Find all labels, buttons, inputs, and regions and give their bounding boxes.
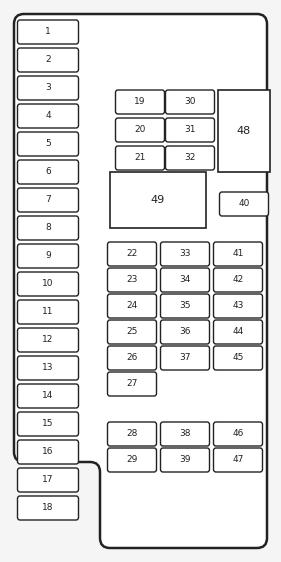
FancyBboxPatch shape [17, 300, 78, 324]
FancyBboxPatch shape [214, 448, 262, 472]
FancyBboxPatch shape [17, 468, 78, 492]
Text: 10: 10 [42, 279, 54, 288]
FancyBboxPatch shape [214, 346, 262, 370]
Text: 41: 41 [232, 250, 244, 259]
Text: 44: 44 [232, 328, 244, 337]
PathPatch shape [14, 14, 267, 548]
Text: 27: 27 [126, 379, 138, 388]
Text: 18: 18 [42, 504, 54, 513]
Text: 35: 35 [179, 301, 191, 310]
Text: 17: 17 [42, 475, 54, 484]
Text: 9: 9 [45, 252, 51, 261]
FancyBboxPatch shape [214, 294, 262, 318]
FancyBboxPatch shape [166, 146, 214, 170]
FancyBboxPatch shape [115, 90, 164, 114]
Text: 7: 7 [45, 196, 51, 205]
FancyBboxPatch shape [17, 412, 78, 436]
FancyBboxPatch shape [160, 422, 210, 446]
Text: 43: 43 [232, 301, 244, 310]
FancyBboxPatch shape [160, 346, 210, 370]
FancyBboxPatch shape [160, 320, 210, 344]
Text: 3: 3 [45, 84, 51, 93]
FancyBboxPatch shape [108, 320, 157, 344]
FancyBboxPatch shape [17, 20, 78, 44]
FancyBboxPatch shape [160, 242, 210, 266]
FancyBboxPatch shape [108, 422, 157, 446]
FancyBboxPatch shape [108, 294, 157, 318]
FancyBboxPatch shape [115, 118, 164, 142]
Text: 30: 30 [184, 97, 196, 107]
FancyBboxPatch shape [108, 242, 157, 266]
FancyBboxPatch shape [219, 192, 269, 216]
Text: 2: 2 [45, 56, 51, 65]
Text: 28: 28 [126, 429, 138, 438]
FancyBboxPatch shape [17, 216, 78, 240]
FancyBboxPatch shape [17, 384, 78, 408]
Text: 11: 11 [42, 307, 54, 316]
Text: 20: 20 [134, 125, 146, 134]
FancyBboxPatch shape [214, 422, 262, 446]
FancyBboxPatch shape [17, 48, 78, 72]
FancyBboxPatch shape [160, 448, 210, 472]
Text: 1: 1 [45, 28, 51, 37]
Text: 24: 24 [126, 301, 138, 310]
FancyBboxPatch shape [166, 118, 214, 142]
Bar [218, 90, 270, 172]
Text: 25: 25 [126, 328, 138, 337]
FancyBboxPatch shape [160, 268, 210, 292]
Text: 29: 29 [126, 455, 138, 465]
Text: 14: 14 [42, 392, 54, 401]
Bar [110, 172, 206, 228]
FancyBboxPatch shape [17, 356, 78, 380]
Text: 38: 38 [179, 429, 191, 438]
Text: 31: 31 [184, 125, 196, 134]
Text: 48: 48 [237, 126, 251, 136]
Text: 37: 37 [179, 353, 191, 362]
Text: 46: 46 [232, 429, 244, 438]
Text: 49: 49 [151, 195, 165, 205]
FancyBboxPatch shape [108, 372, 157, 396]
Text: 40: 40 [238, 200, 250, 209]
FancyBboxPatch shape [214, 242, 262, 266]
Text: 21: 21 [134, 153, 146, 162]
FancyBboxPatch shape [108, 346, 157, 370]
Text: 4: 4 [45, 111, 51, 120]
Text: 8: 8 [45, 224, 51, 233]
Text: 34: 34 [179, 275, 191, 284]
Text: 16: 16 [42, 447, 54, 456]
Text: 22: 22 [126, 250, 138, 259]
FancyBboxPatch shape [166, 90, 214, 114]
Text: 26: 26 [126, 353, 138, 362]
FancyBboxPatch shape [17, 104, 78, 128]
Text: 36: 36 [179, 328, 191, 337]
FancyBboxPatch shape [17, 76, 78, 100]
Text: 32: 32 [184, 153, 196, 162]
FancyBboxPatch shape [17, 244, 78, 268]
FancyBboxPatch shape [17, 440, 78, 464]
Text: 47: 47 [232, 455, 244, 465]
FancyBboxPatch shape [17, 132, 78, 156]
FancyBboxPatch shape [115, 146, 164, 170]
Text: 23: 23 [126, 275, 138, 284]
FancyBboxPatch shape [160, 294, 210, 318]
FancyBboxPatch shape [17, 272, 78, 296]
Text: 45: 45 [232, 353, 244, 362]
FancyBboxPatch shape [214, 320, 262, 344]
Text: 12: 12 [42, 336, 54, 345]
Text: 33: 33 [179, 250, 191, 259]
Text: 5: 5 [45, 139, 51, 148]
FancyBboxPatch shape [214, 268, 262, 292]
Text: 39: 39 [179, 455, 191, 465]
Text: 15: 15 [42, 419, 54, 428]
Text: 6: 6 [45, 167, 51, 176]
Text: 13: 13 [42, 364, 54, 373]
Text: 42: 42 [232, 275, 244, 284]
FancyBboxPatch shape [17, 328, 78, 352]
Text: 19: 19 [134, 97, 146, 107]
FancyBboxPatch shape [108, 268, 157, 292]
FancyBboxPatch shape [17, 160, 78, 184]
FancyBboxPatch shape [17, 496, 78, 520]
FancyBboxPatch shape [17, 188, 78, 212]
FancyBboxPatch shape [108, 448, 157, 472]
